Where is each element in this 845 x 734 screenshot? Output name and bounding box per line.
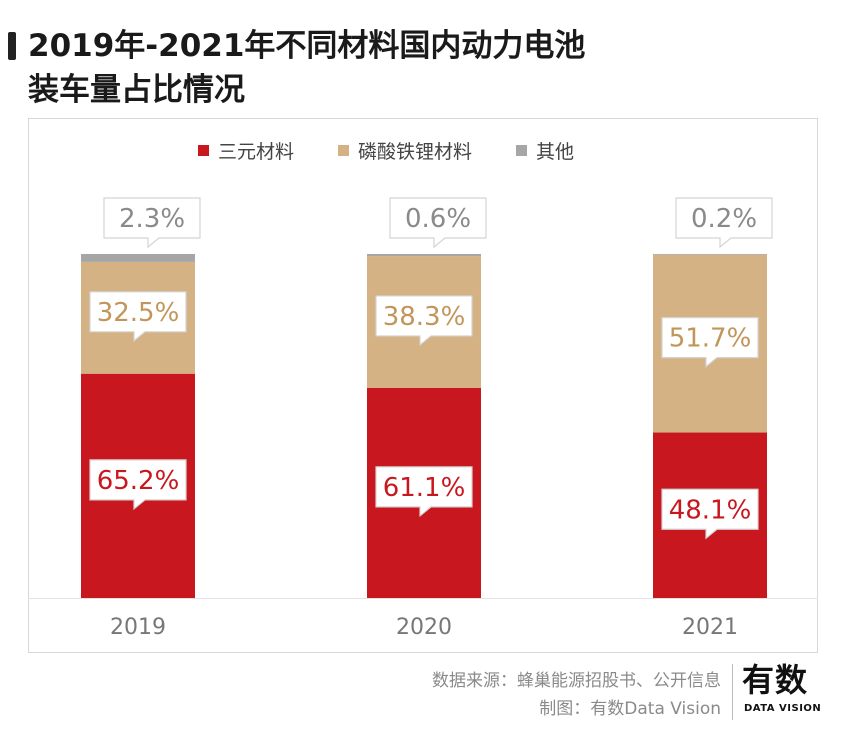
data-label-lfp-2021: 51.7%: [669, 324, 752, 354]
logo-subtitle: DATA VISION: [744, 703, 822, 714]
title-line-1: 2019年-2021年不同材料国内动力电池: [28, 28, 586, 64]
chart-title: 2019年-2021年不同材料国内动力电池 装车量占比情况: [28, 24, 668, 112]
legend-item-other: 其他: [516, 137, 574, 164]
data-label-lfp-2020-callout: [375, 295, 473, 347]
legend-swatch-lfp: [338, 144, 350, 156]
data-label-ternary-2021: 48.1%: [669, 495, 752, 525]
data-label-lfp-2021-callout: [661, 317, 759, 368]
x-tick-2020: 2020: [396, 615, 452, 640]
chart-frame: [28, 118, 818, 653]
data-label-other-2021-callout: [675, 197, 773, 249]
logo-wordmark: 有数: [742, 661, 809, 699]
data-label-other-2019-callout: [103, 197, 201, 249]
data-label-other-2019: 2.3%: [119, 204, 185, 234]
x-tick-2021: 2021: [682, 615, 738, 640]
legend-item-ternary: 三元材料: [198, 137, 294, 164]
data-label-lfp-2019: 32.5%: [97, 298, 180, 328]
chart-credit: 制图：有数Data Vision: [539, 699, 721, 719]
x-tick-2019: 2019: [110, 615, 166, 640]
data-label-lfp-2019-callout: [89, 291, 187, 343]
bar-other-2019: [81, 254, 195, 262]
title-accent-bar: [8, 32, 16, 60]
data-label-other-2021: 0.2%: [691, 204, 757, 234]
data-source: 数据来源：蜂巢能源招股书、公开信息: [432, 671, 721, 691]
legend: 三元材料 磷酸铁锂材料 其他: [198, 137, 618, 163]
data-label-lfp-2020: 38.3%: [383, 302, 466, 332]
legend-label-other: 其他: [536, 140, 575, 163]
title-line-2: 装车量占比情况: [28, 72, 245, 108]
bar-other-2021: [653, 254, 767, 255]
bar-other-2020: [367, 254, 481, 257]
legend-swatch-other: [516, 144, 528, 156]
data-label-other-2020-callout: [389, 197, 487, 249]
data-label-other-2020: 0.6%: [405, 204, 471, 234]
legend-swatch-ternary: [198, 144, 209, 156]
logo-divider: [732, 664, 733, 720]
data-label-ternary-2021-callout: [661, 488, 759, 540]
data-label-ternary-2019: 65.2%: [97, 466, 180, 496]
data-label-ternary-2019-callout: [89, 459, 187, 511]
legend-label-lfp: 磷酸铁锂材料: [358, 140, 473, 163]
data-label-ternary-2020-callout: [375, 466, 473, 518]
legend-label-ternary: 三元材料: [218, 140, 295, 163]
data-label-ternary-2020: 61.1%: [383, 473, 466, 503]
legend-item-lfp: 磷酸铁锂材料: [338, 137, 472, 164]
